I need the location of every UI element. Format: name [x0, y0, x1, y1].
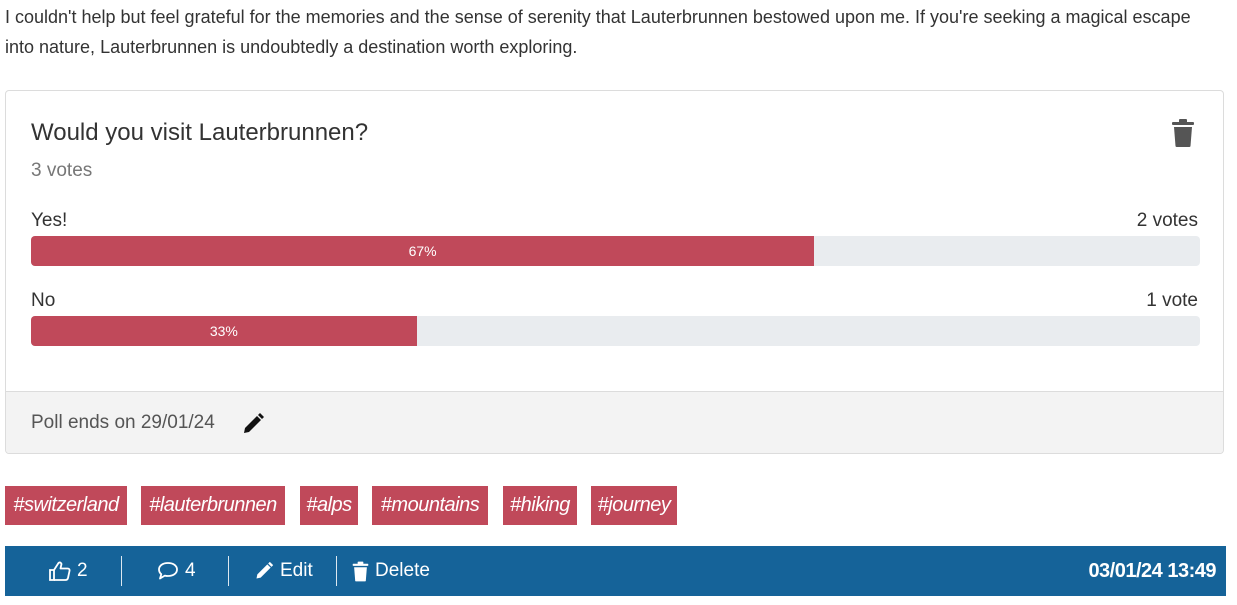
edit-label: Edit	[280, 560, 313, 581]
edit-button[interactable]: Edit	[254, 546, 313, 596]
divider	[336, 556, 337, 586]
poll-option-bar-yes[interactable]: 67%	[31, 236, 1200, 266]
poll-option-label-yes: Yes!	[31, 210, 68, 231]
poll-footer: Poll ends on 29/01/24	[6, 391, 1223, 453]
pencil-icon[interactable]	[241, 412, 265, 436]
poll-option-fill-yes: 67%	[31, 236, 815, 266]
trash-icon[interactable]	[1171, 119, 1195, 147]
poll-total-votes: 3 votes	[31, 160, 93, 181]
delete-label: Delete	[375, 560, 430, 581]
comment-count: 4	[185, 560, 196, 581]
tag-lauterbrunnen[interactable]: #lauterbrunnen	[141, 486, 285, 525]
like-count: 2	[77, 560, 88, 581]
tag-hiking[interactable]: #hiking	[503, 486, 577, 525]
poll-option-votes-no: 1 vote	[1146, 290, 1198, 311]
tag-switzerland[interactable]: #switzerland	[5, 486, 127, 525]
tag-journey[interactable]: #journey	[591, 486, 677, 525]
delete-button[interactable]: Delete	[352, 546, 430, 596]
comment-button[interactable]: 4	[157, 546, 196, 596]
poll-question: Would you visit Lauterbrunnen?	[31, 119, 369, 146]
poll-end-date: Poll ends on 29/01/24	[31, 412, 215, 433]
poll-option-percent-yes: 67%	[408, 243, 437, 259]
like-button[interactable]: 2	[49, 546, 88, 596]
post-timestamp: 03/01/24 13:49	[1088, 559, 1216, 582]
post-body-text: I couldn't help but feel grateful for th…	[5, 7, 1191, 57]
poll-option-votes-yes: 2 votes	[1136, 210, 1198, 231]
divider	[121, 556, 122, 586]
tag-alps[interactable]: #alps	[300, 486, 358, 525]
comment-icon	[158, 562, 178, 580]
pencil-icon	[256, 561, 274, 579]
divider	[228, 556, 229, 586]
poll-option-bar-no[interactable]: 33%	[31, 316, 1200, 346]
poll-option-label-no: No	[31, 290, 56, 311]
poll-option-fill-no: 33%	[31, 316, 417, 346]
trash-icon	[352, 561, 369, 581]
tag-mountains[interactable]: #mountains	[372, 486, 488, 525]
thumbs-up-icon	[49, 561, 71, 581]
poll-option-percent-no: 33%	[209, 323, 238, 339]
post-action-bar: 2 4 Edit Delete 03/01/24 13:49	[5, 546, 1226, 596]
poll-card: Would you visit Lauterbrunnen? 3 votes Y…	[5, 90, 1224, 454]
